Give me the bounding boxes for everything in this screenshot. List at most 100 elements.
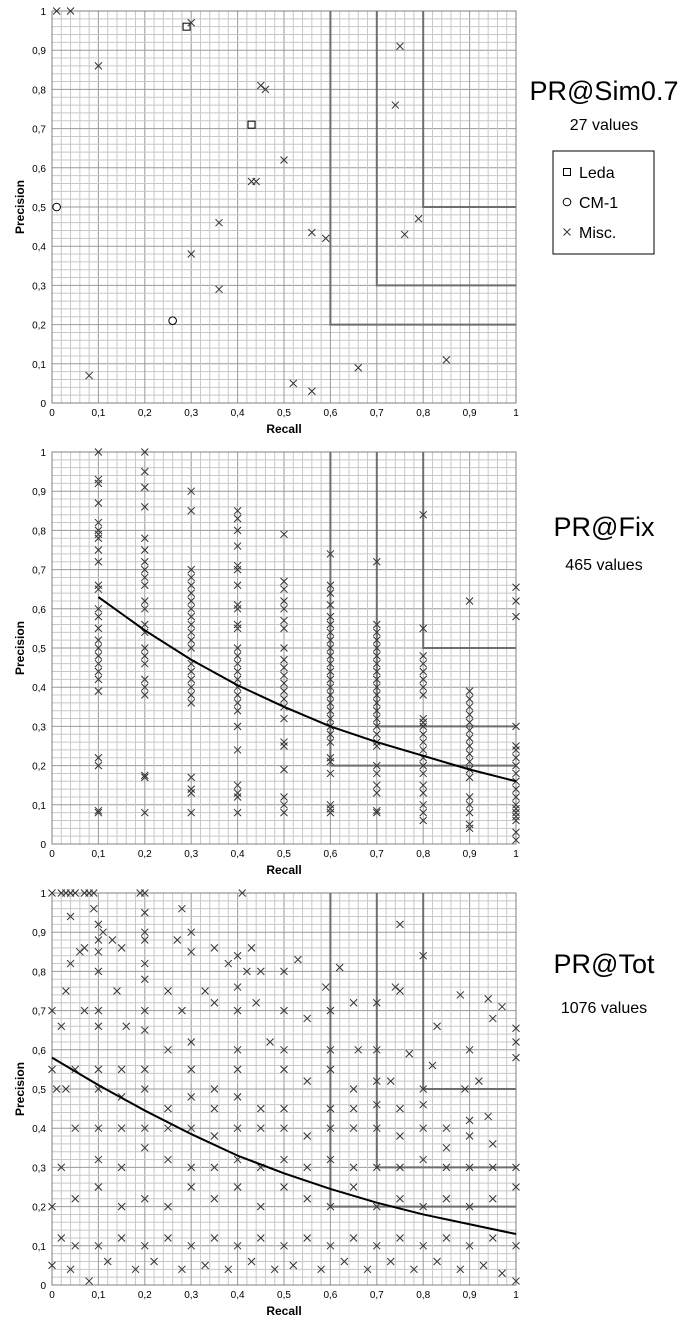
- data-point: [140, 1065, 149, 1074]
- data-point: [349, 1085, 358, 1093]
- data-point: [280, 577, 288, 586]
- trend-line: [97, 596, 517, 783]
- data-point: [233, 601, 242, 609]
- data-point: [233, 561, 242, 570]
- data-point: [140, 659, 149, 668]
- data-point: [140, 1194, 149, 1203]
- x-axis-label: Recall: [266, 422, 301, 436]
- x-tick-label: 0,5: [277, 408, 291, 419]
- data-point: [484, 1112, 493, 1121]
- data-point: [117, 1124, 126, 1133]
- y-tick-label: 0,5: [32, 644, 46, 655]
- data-point: [280, 624, 288, 633]
- y-tick-label: 0,1: [32, 801, 46, 812]
- data-point: [372, 675, 381, 684]
- data-point: [326, 706, 335, 715]
- data-point: [372, 722, 381, 731]
- data-point: [372, 557, 381, 566]
- data-point: [233, 565, 242, 574]
- data-point: [419, 667, 428, 676]
- data-point: [386, 1077, 395, 1086]
- data-point: [372, 1124, 381, 1133]
- data-point: [233, 983, 242, 991]
- data-point: [140, 546, 149, 554]
- data-point: [187, 773, 196, 782]
- data-point: [94, 624, 103, 633]
- data-point: [396, 1234, 404, 1242]
- data-point: [326, 808, 335, 817]
- data-point: [465, 1116, 474, 1125]
- data-point: [465, 702, 474, 711]
- data-point: [187, 1163, 196, 1172]
- data-point: [48, 889, 56, 897]
- data-point: [280, 671, 288, 680]
- data-point: [396, 42, 404, 51]
- x-tick-label: 1: [513, 1290, 519, 1301]
- data-point: [140, 1143, 149, 1152]
- chart-pr-tot: 0 0,1 0,2 0,3 0,4 0,5 0,6 0,7 0,8 0,9 1 0 0,1 0,2 0,3 0…: [13, 889, 655, 1318]
- data-point: [419, 769, 428, 778]
- y-tick-label: 0,1: [32, 360, 46, 371]
- data-point: [442, 1194, 451, 1203]
- data-point: [164, 1202, 172, 1211]
- data-point: [94, 526, 103, 535]
- data-point: [140, 604, 149, 613]
- data-point: [94, 479, 103, 488]
- data-point: [391, 983, 400, 991]
- data-point: [94, 1183, 103, 1191]
- data-point: [187, 1038, 196, 1046]
- data-point: [187, 1092, 196, 1101]
- x-tick-label: 1: [513, 408, 519, 419]
- data-point: [140, 644, 149, 652]
- data-point: [326, 1045, 335, 1054]
- data-point: [326, 1241, 335, 1250]
- data-point: [280, 679, 288, 688]
- value-count: 1076 values: [561, 1000, 647, 1017]
- data-point: [140, 581, 149, 590]
- data-point: [512, 769, 520, 778]
- data-point: [372, 620, 381, 629]
- data-point: [396, 1163, 404, 1172]
- x-tick-label: 0,5: [277, 849, 291, 860]
- data-point: [94, 546, 103, 554]
- data-point: [52, 202, 61, 212]
- data-point: [224, 1265, 233, 1274]
- legend-label: CM-1: [579, 195, 618, 212]
- data-point: [233, 722, 242, 731]
- data-point: [94, 675, 103, 684]
- chart-title: PR@Fix: [554, 512, 655, 542]
- data-point: [512, 597, 520, 605]
- x-tick-label: 0,6: [323, 1290, 337, 1301]
- data-point: [187, 487, 196, 496]
- data-point: [303, 1163, 312, 1172]
- data-point: [150, 1257, 158, 1266]
- data-point: [465, 1163, 474, 1172]
- data-point: [326, 651, 335, 660]
- data-point: [187, 808, 196, 817]
- data-point: [419, 1124, 428, 1133]
- data-point: [233, 691, 242, 699]
- data-point: [484, 994, 493, 1003]
- data-point: [419, 746, 428, 754]
- data-point: [512, 793, 520, 801]
- data-point: [71, 889, 80, 897]
- data-point: [233, 620, 242, 629]
- data-point: [326, 581, 335, 590]
- x-tick-label: 0,9: [463, 849, 477, 860]
- data-point: [419, 808, 428, 817]
- data-point: [512, 742, 520, 750]
- data-point: [280, 742, 288, 750]
- data-point: [140, 773, 149, 782]
- data-point: [442, 1143, 451, 1152]
- data-point: [94, 1022, 103, 1031]
- data-point: [465, 824, 474, 833]
- data-point: [419, 951, 428, 960]
- data-point: [233, 644, 242, 652]
- data-point: [326, 1202, 335, 1211]
- data-point: [94, 806, 103, 815]
- data-point: [326, 589, 335, 597]
- data-point: [303, 1234, 312, 1242]
- data-point: [456, 1265, 465, 1274]
- x-tick-label: 0,6: [323, 849, 337, 860]
- x-tick-label: 0: [49, 849, 55, 860]
